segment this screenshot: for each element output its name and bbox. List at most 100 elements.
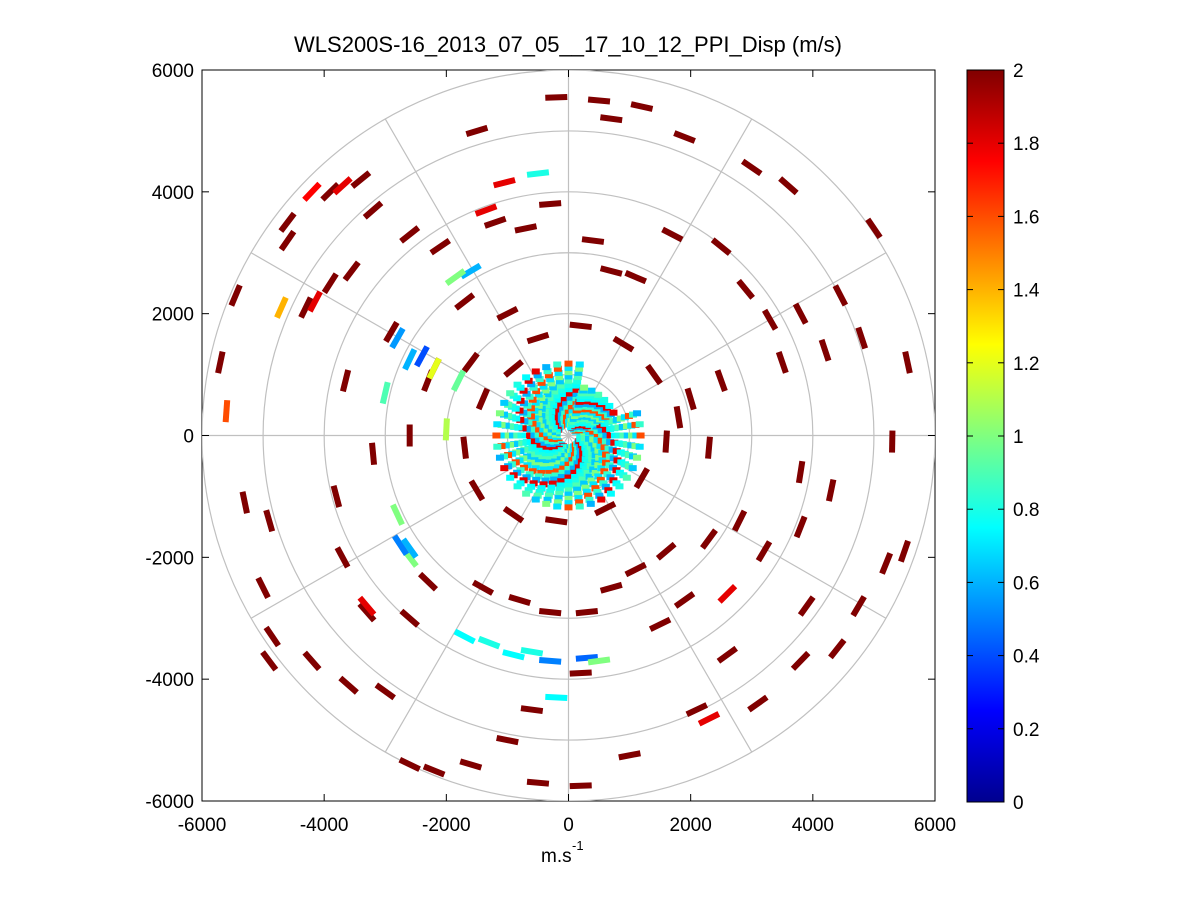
data-marks bbox=[215, 94, 913, 790]
data-point bbox=[599, 114, 623, 124]
cluster-cell bbox=[530, 432, 539, 439]
cluster-cell bbox=[542, 401, 551, 408]
cluster-cell bbox=[616, 449, 625, 456]
data-point bbox=[538, 608, 562, 617]
cluster-cell bbox=[580, 435, 589, 442]
cluster-cell bbox=[522, 490, 531, 497]
colorbar-tick-label: 0.2 bbox=[1013, 720, 1039, 741]
colorbar-tick-label: 0 bbox=[1013, 793, 1024, 814]
data-point bbox=[705, 436, 713, 459]
cluster-cell bbox=[506, 390, 515, 397]
colorbar-tick-label: 1 bbox=[1013, 427, 1024, 448]
data-point bbox=[569, 669, 592, 677]
cluster-cell bbox=[557, 478, 566, 485]
x-axis-label-exponent: -1 bbox=[572, 838, 584, 853]
cluster-cell bbox=[547, 380, 556, 387]
data-point bbox=[624, 561, 647, 578]
cluster-cell bbox=[589, 428, 598, 435]
cluster-cell bbox=[593, 488, 602, 495]
cluster-cell bbox=[522, 390, 531, 397]
cluster-cell bbox=[571, 474, 580, 481]
data-point bbox=[471, 579, 495, 596]
cluster-cell bbox=[628, 411, 637, 418]
cluster-cell bbox=[512, 449, 521, 456]
colorbar-tick-label: 2 bbox=[1013, 61, 1024, 82]
data-point bbox=[278, 211, 297, 233]
cluster-cell bbox=[556, 482, 565, 489]
cluster-cell bbox=[612, 480, 621, 487]
cluster-cell bbox=[584, 459, 593, 466]
cluster-cell bbox=[546, 488, 555, 495]
cluster-cell bbox=[586, 500, 595, 507]
cluster-cell bbox=[636, 432, 645, 439]
data-point bbox=[545, 94, 568, 101]
cluster-cell bbox=[616, 415, 625, 422]
data-point bbox=[790, 650, 811, 671]
data-point bbox=[714, 369, 728, 393]
data-point bbox=[450, 369, 467, 392]
cluster-cell bbox=[612, 448, 621, 455]
data-point bbox=[655, 541, 677, 561]
data-point bbox=[673, 405, 684, 429]
data-point bbox=[402, 348, 418, 371]
cluster-cell bbox=[591, 459, 600, 466]
cluster-cell bbox=[554, 369, 563, 376]
cluster-cell bbox=[575, 503, 584, 510]
cluster-cell bbox=[564, 360, 573, 367]
data-point bbox=[661, 226, 684, 243]
data-point bbox=[426, 357, 442, 380]
cluster-cell bbox=[539, 428, 548, 435]
cluster-cell bbox=[551, 472, 560, 479]
cluster-cell bbox=[500, 465, 509, 472]
cluster-cell bbox=[532, 442, 541, 449]
cluster-cell bbox=[597, 496, 606, 503]
cluster-cell bbox=[603, 471, 612, 478]
cluster-cell bbox=[544, 438, 553, 445]
cluster-cell bbox=[610, 432, 619, 439]
data-point bbox=[390, 503, 405, 526]
cluster-cell bbox=[574, 464, 583, 471]
cluster-cell bbox=[531, 427, 540, 434]
cluster-cell bbox=[564, 491, 573, 498]
cluster-cell bbox=[534, 462, 543, 469]
data-point bbox=[828, 638, 847, 660]
data-point bbox=[274, 296, 289, 319]
cluster-cell bbox=[513, 432, 522, 439]
cluster-cell bbox=[589, 466, 598, 473]
data-point bbox=[222, 399, 231, 423]
data-point bbox=[492, 177, 516, 189]
cluster-cell bbox=[605, 402, 614, 409]
data-point bbox=[459, 758, 483, 771]
cluster-cell bbox=[586, 463, 595, 470]
cluster-cell bbox=[493, 421, 502, 428]
cluster-cell bbox=[529, 384, 538, 391]
data-point bbox=[633, 467, 650, 490]
cluster-cell bbox=[628, 432, 637, 439]
data-point bbox=[508, 593, 532, 606]
cluster-cell bbox=[559, 461, 568, 468]
cluster-cell bbox=[593, 432, 602, 439]
cluster-cell bbox=[609, 477, 618, 484]
cluster-cell bbox=[587, 477, 596, 484]
data-point bbox=[575, 608, 599, 617]
cluster-cell bbox=[540, 440, 549, 447]
cluster-cell bbox=[553, 361, 562, 368]
cluster-cell bbox=[583, 469, 592, 476]
cluster-cell bbox=[543, 429, 552, 436]
cluster-cell bbox=[505, 423, 514, 430]
cluster-cell bbox=[532, 476, 541, 483]
cluster-cell bbox=[598, 432, 607, 439]
data-point bbox=[684, 387, 697, 411]
data-point bbox=[717, 583, 738, 604]
data-point bbox=[302, 650, 322, 672]
data-point bbox=[587, 656, 611, 666]
data-point bbox=[298, 296, 314, 319]
cluster-cell bbox=[541, 477, 550, 484]
cluster-cell bbox=[596, 422, 605, 429]
data-point bbox=[255, 576, 271, 599]
data-point bbox=[545, 693, 568, 701]
cluster-cell bbox=[564, 495, 573, 502]
data-point bbox=[526, 778, 550, 787]
x-tick-label: 2000 bbox=[670, 815, 712, 836]
cluster-cell bbox=[633, 454, 642, 461]
